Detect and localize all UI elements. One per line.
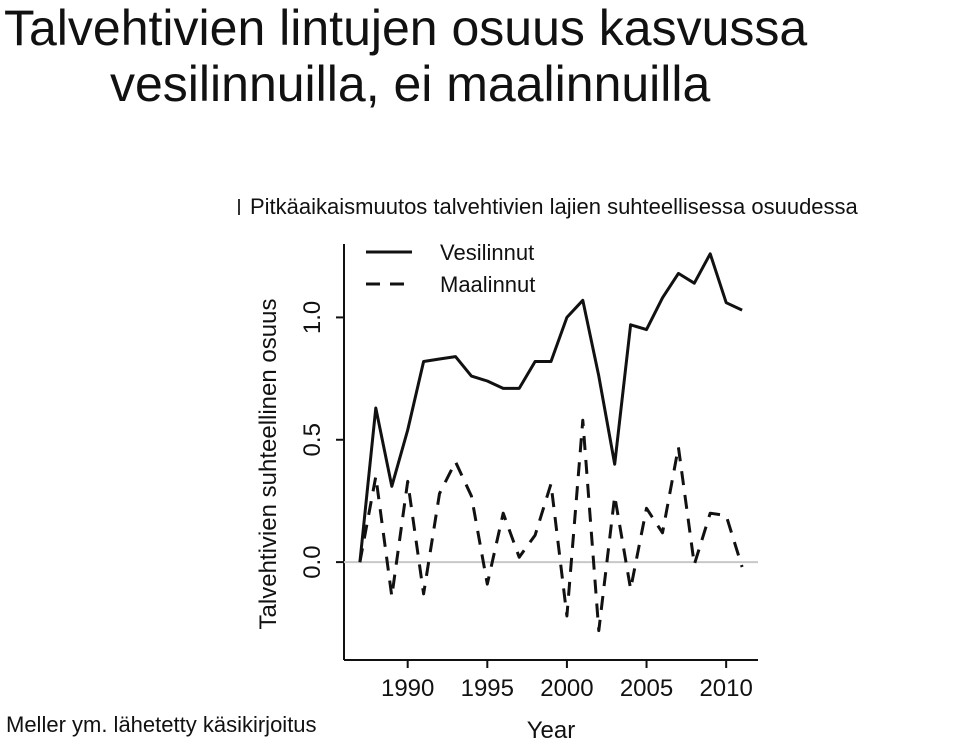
subtitle-marker [238,199,240,215]
chart-subtitle-text: Pitkäaikaismuutos talvehtivien lajien su… [250,194,858,219]
y-axis-label: Talvehtivien suhteellinen osuus [255,299,282,630]
x-tick-label: 2005 [620,675,673,702]
legend-label: Vesilinnut [440,240,534,265]
x-tick-label: 2010 [699,675,752,702]
slide-title: Talvehtivien lintujen osuus kasvussa ves… [0,0,960,112]
slide-title-line2: vesilinnuilla, ei maalinnuilla [110,56,711,112]
y-tick-label: 1.0 [299,301,326,334]
x-tick-label: 1990 [381,675,434,702]
x-tick-label: 2000 [540,675,593,702]
chart-subtitle: Pitkäaikaismuutos talvehtivien lajien su… [238,194,858,220]
y-tick-label: 0.0 [299,545,326,578]
series-layer [358,252,744,633]
chart-axes: 0.0 0.5 1.0 1990 1995 2000 2005 2010 [299,244,758,702]
chart-legend: Vesilinnut Maalinnut [366,240,535,297]
series-line-2 [358,418,744,633]
series-line-1 [358,252,743,563]
y-tick-label: 0.5 [299,423,326,456]
source-citation: Meller ym. lähetetty käsikirjoitus [6,712,317,737]
legend-label: Maalinnut [440,272,535,297]
slide-title-line1: Talvehtivien lintujen osuus kasvussa [4,0,808,56]
x-axis-label: Year [527,717,576,744]
x-tick-label: 1995 [461,675,514,702]
